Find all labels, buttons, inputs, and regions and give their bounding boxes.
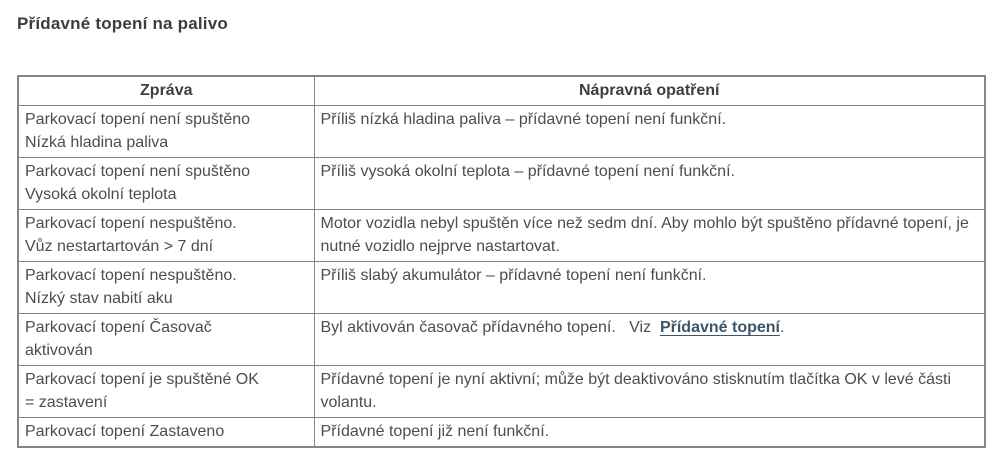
remedy-cell: Příliš vysoká okolní teplota – přídavné … xyxy=(313,157,986,210)
remedy-cell: Příliš slabý akumulátor – přídavné topen… xyxy=(313,261,986,314)
message-cell: Parkovací topení nespuštěno. Vůz nestart… xyxy=(17,209,315,262)
remedy-cell: Motor vozidla nebyl spuštěn více než sed… xyxy=(313,209,986,262)
table-row: Parkovací topení nespuštěno. Nízký stav … xyxy=(17,261,986,314)
table-header-row: Zpráva Nápravná opatření xyxy=(17,75,986,106)
column-header-remedy: Nápravná opatření xyxy=(313,75,986,106)
message-cell: Parkovací topení nespuštěno. Nízký stav … xyxy=(17,261,315,314)
column-header-message: Zpráva xyxy=(17,75,315,106)
remedy-cell: Přídavné topení je nyní aktivní; může bý… xyxy=(313,365,986,418)
table-row: Parkovací topení Zastaveno Přídavné tope… xyxy=(17,417,986,448)
message-cell: Parkovací topení není spuštěno Vysoká ok… xyxy=(17,157,315,210)
remedy-cell: Příliš nízká hladina paliva – přídavné t… xyxy=(313,105,986,158)
table-row: Parkovací topení není spuštěno Vysoká ok… xyxy=(17,157,986,210)
message-cell: Parkovací topení Časovač aktivován xyxy=(17,313,315,366)
remedy-cell: Byl aktivován časovač přídavného topení.… xyxy=(313,313,986,366)
message-remedy-table: Zpráva Nápravná opatření Parkovací topen… xyxy=(17,75,986,448)
pridavne-topeni-link[interactable]: Přídavné topení xyxy=(659,319,780,336)
remedy-text-prefix: Byl aktivován časovač přídavného topení.… xyxy=(320,319,660,336)
remedy-text-suffix: . xyxy=(779,319,785,336)
message-cell: Parkovací topení je spuštěné OK = zastav… xyxy=(17,365,315,418)
table-row: Parkovací topení je spuštěné OK = zastav… xyxy=(17,365,986,418)
table-row: Parkovací topení nespuštěno. Vůz nestart… xyxy=(17,209,986,262)
message-cell: Parkovací topení Zastaveno xyxy=(17,417,315,448)
message-cell: Parkovací topení není spuštěno Nízká hla… xyxy=(17,105,315,158)
page-title: Přídavné topení na palivo xyxy=(17,14,228,33)
table-row: Parkovací topení Časovač aktivován Byl a… xyxy=(17,313,986,366)
remedy-cell: Přídavné topení již není funkční. xyxy=(313,417,986,448)
table-row: Parkovací topení není spuštěno Nízká hla… xyxy=(17,105,986,158)
